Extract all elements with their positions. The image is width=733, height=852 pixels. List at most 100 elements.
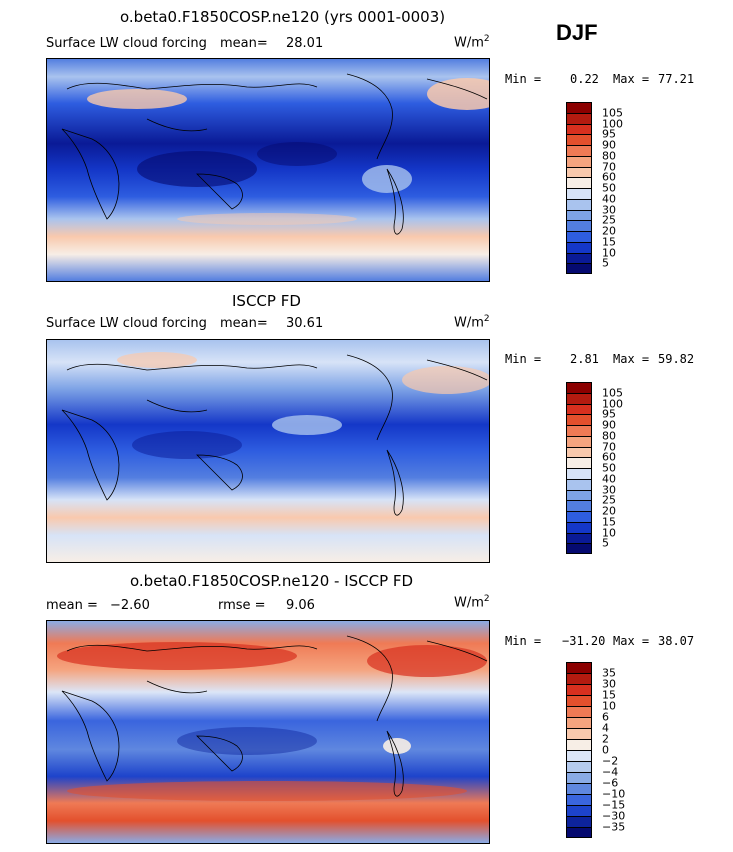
- colorbar-cell: [566, 134, 592, 145]
- colorbar-label: 105: [602, 106, 623, 120]
- colorbar-cell: [566, 827, 592, 838]
- colorbar-label: −6: [602, 776, 619, 790]
- panel3-min-label: Min =: [505, 634, 542, 648]
- colorbar-cell: [566, 102, 592, 113]
- colorbar-label: 70: [602, 160, 616, 173]
- panel2-title: ISCCP FD: [232, 292, 301, 310]
- panel1-map: [46, 58, 490, 282]
- panel2-max-label: Max =: [613, 352, 650, 366]
- colorbar-cell: [566, 728, 592, 739]
- colorbar-cell: [566, 500, 592, 511]
- panel2-mean-label: mean=: [220, 316, 268, 331]
- colorbar-cell: [566, 673, 592, 684]
- colorbar-label: −15: [602, 798, 626, 812]
- colorbar-label: 80: [602, 149, 616, 163]
- colorbar-label: −10: [602, 787, 626, 801]
- panel3-map-svg: [47, 621, 489, 843]
- panel3-min-value: −31.20: [562, 634, 606, 648]
- colorbar-cell: [566, 414, 592, 425]
- panel1-max-label: Max =: [613, 72, 650, 86]
- colorbar-cell: [566, 761, 592, 772]
- colorbar-cell: [566, 112, 592, 124]
- panel1-max-value: 77.21: [658, 72, 695, 86]
- colorbar-cell: [566, 794, 592, 805]
- colorbar-cell: [566, 662, 592, 673]
- panel3-units: W/m2: [454, 594, 490, 611]
- colorbar-label: 30: [602, 203, 616, 216]
- colorbar-label: 80: [602, 429, 616, 443]
- panel2-min-label: Min =: [505, 352, 542, 366]
- colorbar-cell: [566, 717, 592, 728]
- colorbar-label: 50: [602, 461, 616, 475]
- colorbar-label: 0: [602, 743, 609, 757]
- colorbar-label: −4: [602, 765, 619, 779]
- panel1-units: W/m2: [454, 34, 490, 51]
- colorbar-label: 50: [602, 181, 616, 195]
- colorbar-cell: [566, 783, 592, 794]
- colorbar-cell: [566, 382, 592, 393]
- colorbar-cell: [566, 241, 592, 253]
- colorbar-label: −2: [602, 754, 619, 768]
- colorbar-label: 95: [602, 407, 616, 421]
- panel1-min-label: Min =: [505, 72, 542, 86]
- panel3-max-label: Max =: [613, 634, 650, 648]
- colorbar-cell: [566, 805, 592, 816]
- panel3-coastlines: [61, 635, 488, 797]
- colorbar-cell: [566, 425, 592, 436]
- colorbar-cell: [566, 252, 592, 264]
- panel2-mean-value: 30.61: [286, 316, 324, 331]
- colorbar-frame: [566, 102, 592, 274]
- panel1-mean-label: mean=: [220, 36, 268, 51]
- panel3-mean-label: mean =: [46, 598, 98, 613]
- panel2-colorbar: 105 100 95 90 80 70 60 50 40 30 25 20 15 10 5: [566, 382, 646, 554]
- colorbar-label: 60: [602, 170, 616, 184]
- colorbar-cell: [566, 145, 592, 156]
- colorbar-cell: [566, 772, 592, 783]
- colorbar-cell: [566, 543, 592, 554]
- colorbar-label: 10: [602, 246, 616, 259]
- colorbar-cell: [566, 123, 592, 135]
- colorbar-label: 40: [602, 472, 616, 486]
- colorbar-label: 90: [602, 418, 616, 432]
- colorbar-label: 30: [602, 677, 616, 691]
- colorbar-label: 25: [602, 213, 616, 227]
- panel3-mean-value: −2.60: [110, 598, 150, 613]
- panel2-units: W/m2: [454, 314, 490, 331]
- colorbar-label: −35: [602, 820, 626, 834]
- colorbar-cell: [566, 468, 592, 479]
- panel2-map: [46, 339, 490, 563]
- panel3-title: o.beta0.F1850COSP.ne120 - ISCCP FD: [130, 572, 414, 590]
- season-label: DJF: [556, 20, 598, 45]
- panel1-min-value: 0.22: [570, 72, 599, 86]
- colorbar-label: 105: [602, 386, 623, 400]
- colorbar-cell: [566, 198, 592, 210]
- colorbar-cell: [566, 816, 592, 827]
- colorbar-cell: [566, 478, 592, 490]
- colorbar-label: 70: [602, 440, 616, 453]
- colorbar-label: 95: [602, 127, 616, 141]
- colorbar-cell: [566, 188, 592, 199]
- colorbar-label: 5: [602, 256, 609, 270]
- panel1-colorbar: 105 100 95 90 80 70 60 50 40 30 25 20 15 10 5: [566, 102, 646, 274]
- colorbar-label: 4: [602, 721, 609, 735]
- colorbar-frame: [566, 382, 592, 554]
- colorbar-label: −30: [602, 809, 626, 823]
- panel2-max-value: 59.82: [658, 352, 695, 366]
- colorbar-label: 60: [602, 450, 616, 464]
- panel2-coastlines: [61, 354, 488, 516]
- colorbar-label: 40: [602, 192, 616, 206]
- colorbar-cell: [566, 446, 592, 458]
- colorbar-label: 25: [602, 493, 616, 507]
- colorbar-label: 20: [602, 504, 616, 518]
- colorbar-cell: [566, 263, 592, 274]
- colorbar-cell: [566, 750, 592, 761]
- colorbar-label: 10: [602, 526, 616, 539]
- colorbar-label: 6: [602, 710, 609, 724]
- colorbar-cell: [566, 177, 592, 188]
- colorbar-label: 15: [602, 515, 616, 529]
- panel1-title: o.beta0.F1850COSP.ne120 (yrs 0001-0003): [120, 8, 446, 26]
- colorbar-cell: [566, 532, 592, 544]
- colorbar-frame: [566, 662, 592, 838]
- colorbar-label: 15: [602, 235, 616, 249]
- colorbar-cell: [566, 457, 592, 468]
